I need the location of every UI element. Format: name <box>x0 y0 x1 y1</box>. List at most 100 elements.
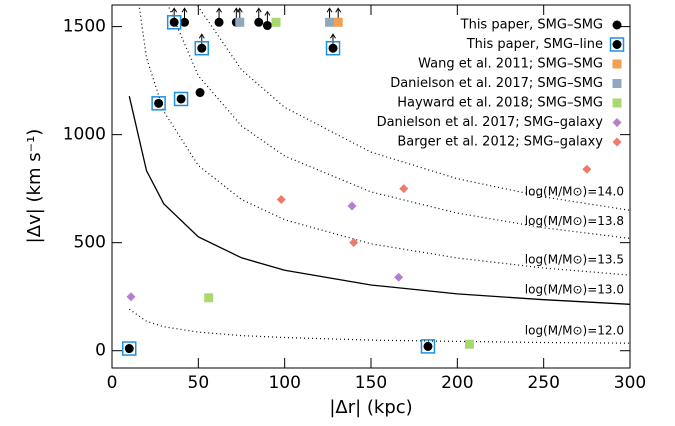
limit-arrowhead <box>335 7 342 13</box>
legend-marker <box>612 20 622 30</box>
data-point <box>582 164 592 174</box>
square <box>204 293 214 303</box>
square <box>166 15 182 30</box>
square <box>325 40 341 56</box>
square <box>151 96 166 111</box>
diamond <box>399 184 409 194</box>
x-tick-label: 200 <box>441 373 473 393</box>
diamond <box>126 292 136 302</box>
square <box>271 17 281 27</box>
limit-arrowhead <box>255 7 262 13</box>
diamond <box>394 272 404 282</box>
data-point <box>464 339 474 349</box>
square <box>612 98 622 108</box>
data-point <box>420 339 436 354</box>
legend-marker <box>609 37 625 52</box>
legend-marker <box>612 98 622 108</box>
data-point <box>333 17 343 27</box>
y-axis-label: |Δv| (km s⁻¹) <box>24 129 45 244</box>
data-point <box>349 238 359 248</box>
data-point <box>195 88 205 98</box>
legend-marker <box>612 59 622 69</box>
diamond <box>612 137 622 147</box>
mass-curve <box>128 308 630 344</box>
y-tick-label: 1000 <box>63 125 106 145</box>
x-tick-label: 150 <box>355 373 387 393</box>
legend-label: This paper, SMG–SMG <box>460 18 603 33</box>
mass-curve <box>128 96 630 305</box>
legend-label: This paper, SMG–line <box>466 37 603 52</box>
data-point <box>325 17 335 27</box>
x-tick-label: 250 <box>527 373 559 393</box>
data-point <box>194 40 210 56</box>
limit-arrowhead <box>171 7 178 13</box>
circle <box>195 88 205 98</box>
legend-marker <box>612 79 622 88</box>
legend-label: Wang et al. 2011; SMG–SMG <box>418 57 603 72</box>
data-point <box>394 272 404 282</box>
limit-arrowhead <box>264 10 271 16</box>
x-tick-label: 50 <box>188 373 210 393</box>
x-tick-label: 0 <box>107 373 118 393</box>
curve-label: log(M/M⊙)=13.5 <box>525 252 624 266</box>
x-tick-label: 300 <box>614 373 646 393</box>
legend-marker <box>612 118 622 127</box>
legend-label: Hayward et al. 2018; SMG–SMG <box>397 96 603 111</box>
circle <box>169 17 179 27</box>
data-point <box>180 17 190 27</box>
circle <box>612 20 622 30</box>
circle <box>262 21 272 31</box>
square <box>235 17 245 27</box>
legend-label: Danielson et al. 2017; SMG–SMG <box>390 76 603 91</box>
limit-arrowhead <box>216 7 222 13</box>
limit-arrowhead <box>330 33 336 39</box>
diamond <box>612 118 622 127</box>
y-tick-label: 1500 <box>63 17 106 37</box>
data-point <box>271 17 281 27</box>
square <box>612 79 622 88</box>
data-point <box>254 17 264 27</box>
limit-arrowhead <box>181 7 188 13</box>
curve-label: log(M/M⊙)=12.0 <box>525 323 624 337</box>
diamond <box>347 201 357 211</box>
data-point <box>347 201 357 211</box>
curve-label: log(M/M⊙)=14.0 <box>525 185 624 199</box>
data-point <box>325 40 341 56</box>
square <box>612 59 622 69</box>
square <box>420 339 436 354</box>
data-point <box>166 15 182 30</box>
circle <box>423 341 433 351</box>
data-point <box>122 341 137 356</box>
y-tick-label: 0 <box>95 341 106 361</box>
data-point <box>276 194 286 204</box>
square <box>609 37 625 52</box>
circle <box>154 98 164 108</box>
diamond <box>349 238 359 248</box>
circle <box>214 17 224 27</box>
data-point <box>262 21 272 31</box>
data-point <box>151 96 166 111</box>
legend-label: Barger et al. 2012; SMG–galaxy <box>397 135 603 150</box>
limit-arrowhead <box>326 7 333 13</box>
x-tick-label: 100 <box>268 373 300 393</box>
legend-marker <box>612 137 622 147</box>
square <box>122 341 137 356</box>
legend-label: Danielson et al. 2017; SMG–galaxy <box>377 115 604 130</box>
circle <box>612 40 622 49</box>
diamond <box>582 164 592 174</box>
circle <box>328 43 338 53</box>
curve-label: log(M/M⊙)=13.8 <box>525 214 624 228</box>
data-point <box>126 292 136 302</box>
circle <box>180 17 190 27</box>
square <box>333 17 343 27</box>
limit-arrowhead <box>236 7 243 13</box>
circle <box>197 43 207 53</box>
x-axis-label: |Δr| (kpc) <box>329 397 412 418</box>
data-point <box>235 17 245 27</box>
square <box>194 40 210 56</box>
curve-label: log(M/M⊙)=13.0 <box>525 283 624 297</box>
data-point <box>204 293 214 303</box>
square <box>173 91 189 107</box>
data-point <box>399 184 409 194</box>
